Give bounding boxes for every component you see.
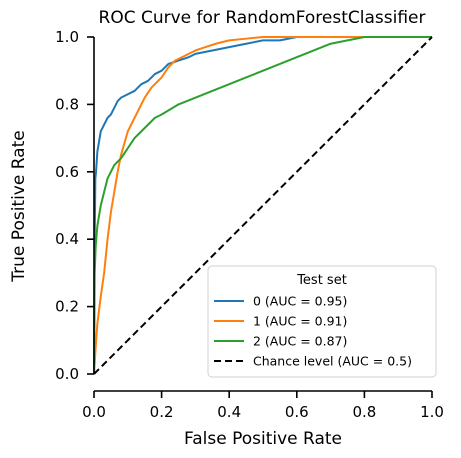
y-tick-label: 0.2	[55, 298, 79, 316]
legend-box	[207, 265, 437, 378]
x-tick-label: 0.8	[352, 403, 376, 421]
legend-title: Test set	[296, 273, 347, 288]
x-ticks: 0.0 0.2 0.4 0.6 0.8 1.0	[82, 391, 444, 421]
legend-label: 0 (AUC = 0.95)	[253, 294, 347, 309]
y-ticks: 0.0 0.2 0.4 0.6 0.8 1.0	[55, 28, 94, 383]
y-axis-label: True Positive Rate	[9, 130, 29, 282]
plot-area	[93, 36, 433, 375]
y-tick-label: 0.6	[55, 163, 79, 181]
y-tick-label: 0.0	[55, 365, 79, 383]
x-tick-label: 0.0	[82, 403, 106, 421]
chart-title: ROC Curve for RandomForestClassifier	[99, 8, 426, 28]
roc-line-class-2	[93, 36, 432, 375]
x-tick-label: 1.0	[420, 403, 444, 421]
y-tick-label: 0.8	[55, 95, 79, 113]
legend-label: Chance level (AUC = 0.5)	[253, 354, 412, 369]
chance-level-line	[93, 36, 433, 375]
y-tick-label: 1.0	[55, 28, 79, 46]
legend-label: 1 (AUC = 0.91)	[253, 314, 347, 329]
roc-line-class-1	[93, 36, 432, 375]
legend-label: 2 (AUC = 0.87)	[253, 334, 347, 349]
x-tick-label: 0.2	[150, 403, 174, 421]
x-tick-label: 0.4	[217, 403, 241, 421]
x-tick-label: 0.6	[285, 403, 309, 421]
legend-entries: 0 (AUC = 0.95) 1 (AUC = 0.91) 2 (AUC = 0.8…	[214, 294, 412, 369]
legend: Test set 0 (AUC = 0.95) 1 (AUC = 0.91) 2 (…	[207, 265, 437, 378]
y-tick-label: 0.4	[55, 230, 79, 248]
x-axis-label: False Positive Rate	[184, 429, 342, 449]
roc-line-class-0	[93, 36, 432, 375]
